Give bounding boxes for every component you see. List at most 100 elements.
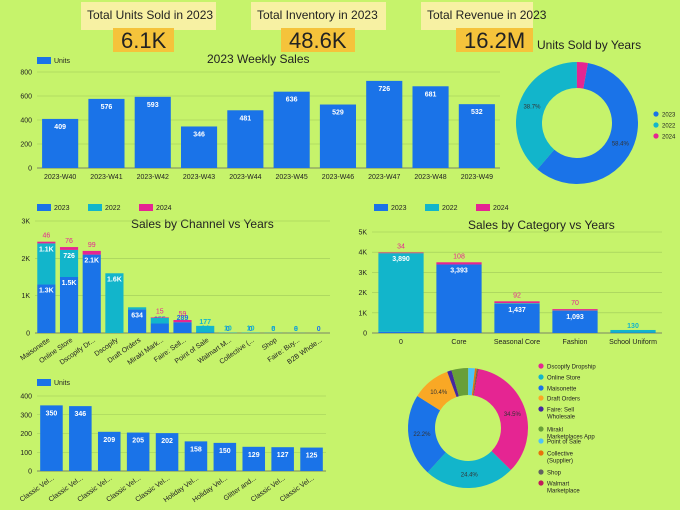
channel-donut-slice-label: 22.2% xyxy=(413,432,431,438)
weekly-x-tick: 2023-W48 xyxy=(414,174,446,181)
weekly-bar-label: 593 xyxy=(147,102,159,109)
channel-donut-slice xyxy=(471,368,477,396)
weekly-x-tick: 2023-W42 xyxy=(137,174,169,181)
weekly-bar xyxy=(273,91,310,168)
channel-bar-label-2024: 15 xyxy=(156,308,164,315)
channel-donut-legend-label: Online Store xyxy=(547,376,581,382)
category-bar-2023 xyxy=(378,331,424,333)
products-bar-label: 129 xyxy=(248,452,260,459)
category-x-tick: 0 xyxy=(399,339,403,346)
weekly-x-tick: 2023-W41 xyxy=(90,174,122,181)
channel-donut-legend-label: Point of Sale xyxy=(547,440,582,446)
channel-bar-label-2022: 10 xyxy=(247,326,255,333)
category-bar-label-2024: 108 xyxy=(453,253,465,260)
products-bar xyxy=(126,432,150,471)
channel-donut-slice xyxy=(451,367,469,397)
channel-bar-2023 xyxy=(196,332,215,333)
category-y-tick: 3K xyxy=(358,270,367,277)
years-donut-legend-label: 2022 xyxy=(662,124,676,130)
channel-bar-2023 xyxy=(82,254,101,333)
years-donut-title: Units Sold by Years xyxy=(537,38,642,52)
weekly-y-tick: 800 xyxy=(20,70,32,77)
category-bar-label-2022: 3,890 xyxy=(392,256,410,263)
channel-bar-label-2022: 3 xyxy=(294,326,298,333)
category-x-tick: Seasonal Core xyxy=(494,339,540,346)
weekly-bar xyxy=(134,96,171,168)
channel-bar-2022 xyxy=(37,243,56,285)
channel-bar-2023 xyxy=(128,309,147,333)
channel-legend-swatch xyxy=(139,204,153,211)
channel-donut-legend-label: Shop xyxy=(547,471,562,477)
channel-bar-2022 xyxy=(105,273,124,333)
channel-donut-slice xyxy=(408,395,446,473)
weekly-bar-label: 576 xyxy=(101,104,113,111)
channel-donut-legend-label: Marketplace xyxy=(547,489,580,495)
category-legend-swatch xyxy=(374,204,388,211)
products-bar-label: 125 xyxy=(306,453,318,460)
channel-donut-slice xyxy=(472,368,478,396)
channel-bar-2022 xyxy=(59,249,79,277)
channel-bar-label-2023: 1.3K xyxy=(39,287,54,294)
products-y-tick: 0 xyxy=(28,469,32,476)
channel-donut-slice xyxy=(447,370,459,398)
years-donut-legend-label: 2023 xyxy=(662,113,676,119)
category-bar-2023 xyxy=(494,303,540,333)
channel-chart-title: Sales by Channel vs Years xyxy=(131,217,274,231)
weekly-bar xyxy=(180,126,218,168)
channel-bar-2022 xyxy=(128,307,147,310)
channel-y-tick: 3K xyxy=(21,219,30,226)
products-legend-swatch xyxy=(37,379,51,386)
years-donut-legend-dot xyxy=(653,111,659,117)
weekly-x-tick: 2023-W46 xyxy=(322,174,354,181)
years-donut-legend-label: 2024 xyxy=(662,135,676,141)
channel-bar-2022 xyxy=(196,325,215,333)
weekly-bar-label: 532 xyxy=(471,109,483,116)
channel-bar-label-2024: 46 xyxy=(42,233,50,240)
channel-donut-legend-dot xyxy=(538,395,544,401)
channel-bar-label-2024: 76 xyxy=(65,238,73,245)
products-bar xyxy=(242,446,266,471)
channel-bar-label-2022: 1.1K xyxy=(39,246,54,253)
category-bar-2024 xyxy=(552,309,598,311)
category-bar-label-2023: 3,393 xyxy=(450,267,468,274)
channel-donut-legend-label: Collective xyxy=(547,452,574,458)
kpi-inventory-value: 48.6K xyxy=(281,28,355,52)
channel-donut-slice-label: 10.4% xyxy=(430,390,448,396)
kpi-revenue-value: 16.2M xyxy=(456,28,534,52)
category-bar-label-2022: 130 xyxy=(627,323,639,330)
category-bar-label-2024: 92 xyxy=(513,292,521,299)
category-legend-label: 2024 xyxy=(493,205,509,212)
channel-bar-2024 xyxy=(150,317,169,318)
channel-legend-swatch xyxy=(88,204,102,211)
category-x-tick: School Uniform xyxy=(609,339,657,346)
weekly-legend-swatch xyxy=(37,57,51,64)
products-bar-label: 150 xyxy=(219,448,231,455)
category-legend-swatch xyxy=(476,204,490,211)
channel-donut-legend-label: Maisonette xyxy=(547,387,577,393)
channel-bar-2023 xyxy=(150,323,169,333)
channel-donut-legend-label: Marketplaces App xyxy=(547,435,595,441)
weekly-x-tick: 2023-W43 xyxy=(183,174,215,181)
channel-donut-legend-dot xyxy=(538,438,544,444)
category-legend-label: 2022 xyxy=(442,205,458,212)
category-y-tick: 2K xyxy=(358,290,367,297)
channel-bar-label-2023: 0 xyxy=(271,326,275,333)
weekly-bar-label: 346 xyxy=(193,131,205,138)
channel-y-tick: 1K xyxy=(21,293,30,300)
weekly-y-tick: 600 xyxy=(20,94,32,101)
channel-bar-label-2023: 1.5K xyxy=(62,280,77,287)
weekly-bar xyxy=(319,104,357,168)
products-bar xyxy=(300,447,323,471)
weekly-x-tick: 2023-W40 xyxy=(44,174,76,181)
category-bar-label-2023: 1,093 xyxy=(566,314,584,321)
category-bar-2024 xyxy=(436,262,482,265)
weekly-bar xyxy=(366,80,403,168)
channel-donut-slice xyxy=(417,371,457,411)
channel-bar-label-2022: 177 xyxy=(199,319,211,326)
category-bar-2024 xyxy=(494,301,540,304)
channel-legend-label: 2023 xyxy=(54,205,70,212)
products-bar-label: 346 xyxy=(75,411,87,418)
years-donut-legend-dot xyxy=(653,133,659,139)
years-donut-slice xyxy=(576,61,588,89)
